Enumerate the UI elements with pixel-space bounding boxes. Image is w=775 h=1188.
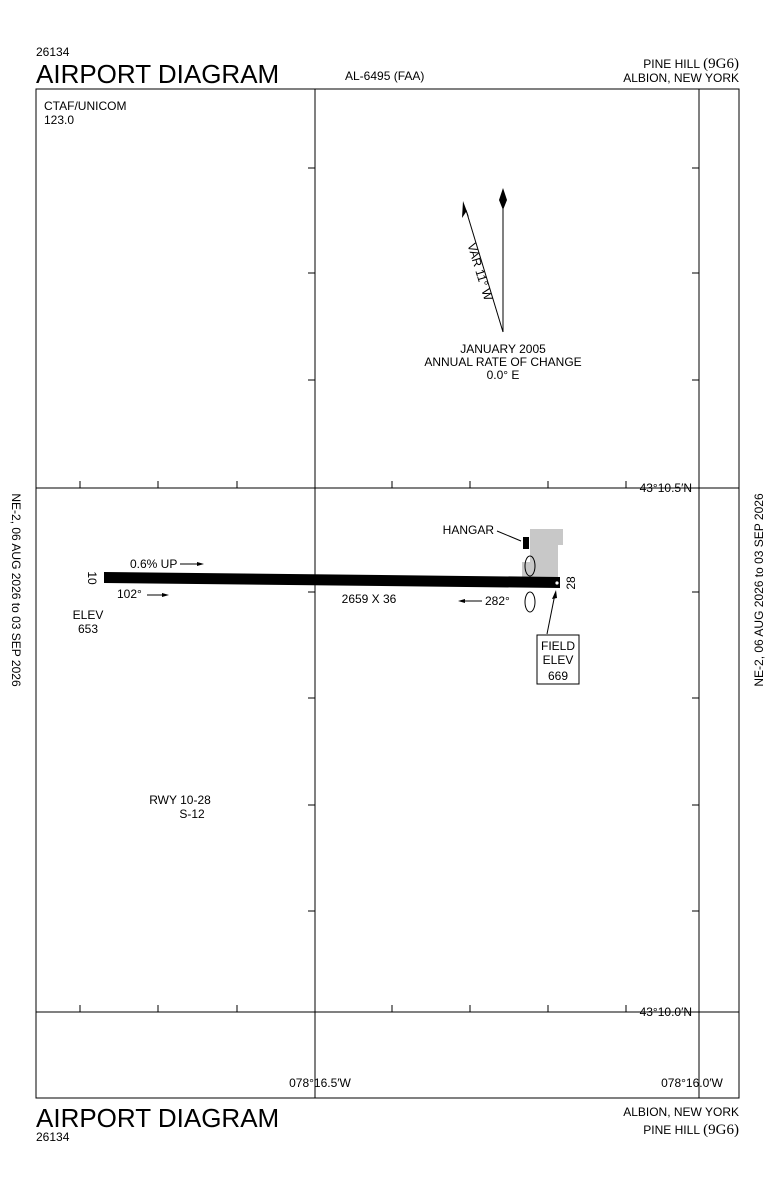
runway-surface: S-12 — [179, 807, 205, 821]
field-label: ELEV — [543, 653, 574, 667]
latitude: 43°10.5′N — [640, 481, 692, 495]
airport-id: (9G6) — [703, 56, 739, 72]
magnetic-north — [465, 209, 504, 333]
runway — [104, 572, 560, 588]
effective-dates: NE-2, 06 AUG 2026 to 03 SEP 2026 — [752, 493, 766, 687]
elev-label: ELEV — [73, 608, 104, 622]
chart-number: 26134 — [36, 1130, 70, 1144]
title: AIRPORT DIAGRAM — [36, 1103, 279, 1133]
leader — [546, 593, 556, 635]
runway-designation: RWY 10-28 — [149, 793, 211, 807]
rate-label: ANNUAL RATE OF CHANGE — [424, 355, 581, 369]
wind-indicator — [524, 555, 536, 577]
location: ALBION, NEW YORK — [623, 1105, 739, 1119]
epoch: JANUARY 2005 — [460, 342, 546, 356]
leader — [496, 530, 522, 542]
rate: 0.0° E — [487, 368, 520, 382]
airport-id: (9G6) — [703, 1122, 739, 1138]
apron — [522, 529, 563, 578]
procedure-id: AL-6495 (FAA) — [345, 69, 424, 83]
dimensions: 2659 X 36 — [342, 592, 397, 606]
longitude: 078°16.0′W — [661, 1076, 723, 1090]
arrowhead — [197, 562, 204, 566]
mag-arrow — [462, 201, 469, 218]
gradient: 0.6% UP — [130, 557, 177, 571]
heading: 282° — [485, 594, 510, 608]
wind-indicator — [524, 591, 536, 613]
field-label: FIELD — [541, 639, 575, 653]
latitude: 43°10.0′N — [640, 1005, 692, 1019]
arrowhead — [162, 593, 169, 597]
north-arrow — [499, 188, 507, 210]
freq-value: 123.0 — [44, 113, 74, 127]
airport-name: PINE HILL — [643, 57, 700, 71]
runway-light — [555, 581, 559, 585]
freq-label: CTAF/UNICOM — [44, 99, 126, 113]
field-elev-box — [536, 634, 580, 685]
ticks — [79, 167, 699, 1012]
runway-end: 28 — [564, 576, 578, 590]
hangar-building — [523, 537, 529, 549]
location: ALBION, NEW YORK — [623, 71, 739, 85]
hangar-label: HANGAR — [443, 523, 495, 537]
heading: 102° — [117, 587, 142, 601]
effective-dates: NE-2, 06 AUG 2026 to 03 SEP 2026 — [9, 493, 23, 687]
title: AIRPORT DIAGRAM — [36, 59, 279, 89]
frame — [35, 88, 740, 1099]
variation: VAR 11° W — [464, 242, 495, 303]
field-elev: 669 — [548, 669, 568, 683]
elev-value: 653 — [78, 622, 98, 636]
airport-name: PINE HILL — [643, 1123, 700, 1137]
longitude: 078°16.5′W — [289, 1076, 351, 1090]
arrowhead — [552, 590, 557, 599]
arrowhead — [458, 599, 465, 603]
chart-number: 26134 — [36, 45, 70, 59]
runway-end: 10 — [85, 571, 99, 585]
